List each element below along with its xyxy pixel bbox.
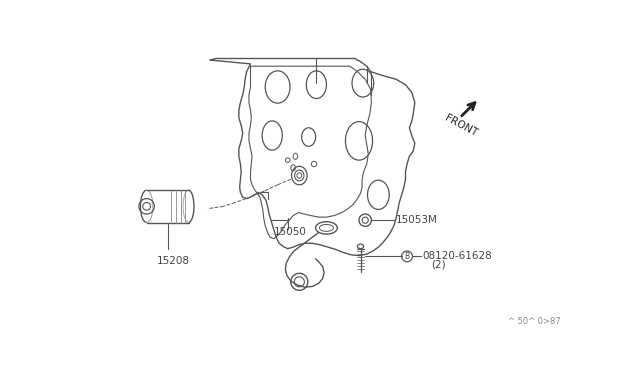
Text: ^ 50^ 0>87: ^ 50^ 0>87 xyxy=(508,317,561,326)
Text: (2): (2) xyxy=(431,259,445,269)
Text: 15208: 15208 xyxy=(157,256,189,266)
Text: 15050: 15050 xyxy=(274,227,307,237)
Text: FRONT: FRONT xyxy=(443,113,479,138)
Text: B: B xyxy=(404,252,410,261)
Text: 08120-61628: 08120-61628 xyxy=(422,251,492,262)
Text: 15053M: 15053M xyxy=(396,215,438,225)
